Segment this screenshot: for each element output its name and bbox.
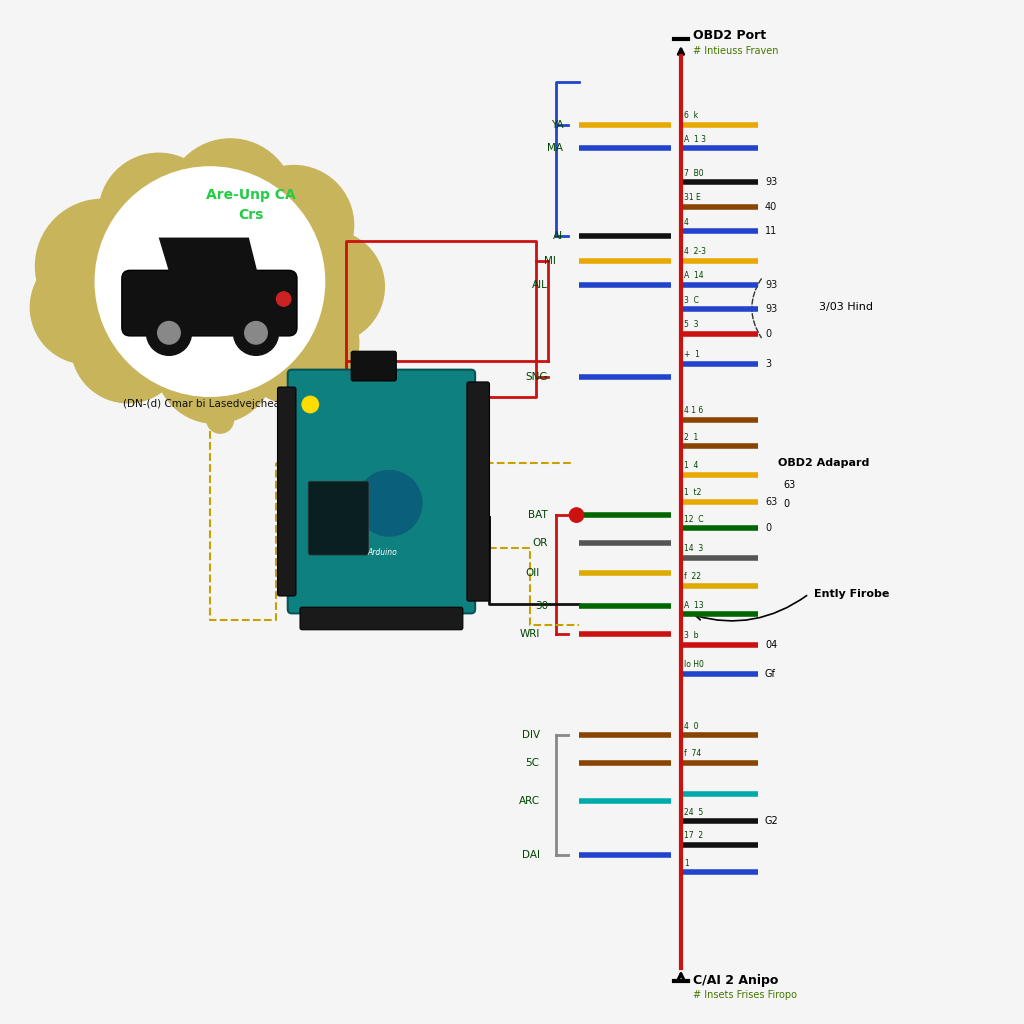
- Circle shape: [95, 167, 325, 396]
- Text: Ently Firobe: Ently Firobe: [814, 589, 890, 599]
- Circle shape: [236, 282, 358, 404]
- Text: WRI: WRI: [519, 629, 540, 639]
- Text: 93: 93: [765, 280, 777, 290]
- Text: A  1 3: A 1 3: [684, 135, 706, 143]
- Text: 5  3: 5 3: [684, 321, 698, 329]
- FancyBboxPatch shape: [308, 481, 369, 555]
- FancyBboxPatch shape: [351, 351, 396, 381]
- Text: 63: 63: [783, 480, 796, 490]
- Text: C/AI 2 Anipo: C/AI 2 Anipo: [693, 975, 778, 987]
- Text: YA: YA: [551, 120, 563, 130]
- Text: 31 E: 31 E: [684, 194, 700, 202]
- Text: MA: MA: [547, 143, 563, 154]
- Text: 63: 63: [765, 497, 777, 507]
- Circle shape: [302, 396, 318, 413]
- Circle shape: [167, 139, 294, 266]
- Circle shape: [158, 322, 180, 344]
- Text: OBD2 Port: OBD2 Port: [693, 30, 766, 42]
- Circle shape: [245, 322, 267, 344]
- Text: 93: 93: [765, 304, 777, 314]
- Text: 11: 11: [765, 226, 777, 237]
- Text: BAT: BAT: [528, 510, 548, 520]
- Text: 7  B0: 7 B0: [684, 169, 703, 177]
- Polygon shape: [159, 238, 259, 279]
- Text: 17  2: 17 2: [684, 831, 703, 840]
- Text: # Intieuss Fraven: # Intieuss Fraven: [693, 46, 778, 56]
- Circle shape: [356, 470, 422, 537]
- Text: SNG: SNG: [525, 372, 548, 382]
- Text: 2  1: 2 1: [684, 433, 698, 441]
- Text: 5C: 5C: [525, 758, 540, 768]
- Text: 4: 4: [684, 218, 689, 226]
- Text: 30: 30: [535, 601, 548, 611]
- Circle shape: [276, 292, 291, 306]
- Text: 0: 0: [765, 523, 771, 534]
- Circle shape: [569, 508, 584, 522]
- Text: lo H0: lo H0: [684, 660, 703, 669]
- Text: OR: OR: [532, 538, 548, 548]
- Circle shape: [234, 166, 353, 285]
- Text: 12  C: 12 C: [684, 515, 703, 523]
- Text: 1  t2: 1 t2: [684, 488, 701, 497]
- Text: 93: 93: [765, 177, 777, 187]
- Circle shape: [99, 154, 218, 272]
- Text: AI: AI: [553, 230, 563, 241]
- Text: Are-Unp CA
Crs: Are-Unp CA Crs: [206, 188, 296, 221]
- Circle shape: [31, 251, 143, 364]
- Text: 3  b: 3 b: [684, 632, 698, 640]
- FancyBboxPatch shape: [300, 607, 463, 630]
- Text: OBD2 Adapard: OBD2 Adapard: [778, 458, 869, 468]
- Text: 04: 04: [765, 640, 777, 650]
- Text: (DN-(d) Cmar bi Lasedvejchea C2: (DN-(d) Cmar bi Lasedvejchea C2: [123, 399, 297, 410]
- FancyBboxPatch shape: [122, 270, 297, 336]
- Text: # Insets Frises Firopo: # Insets Frises Firopo: [693, 990, 798, 1000]
- Text: 1  4: 1 4: [684, 462, 698, 470]
- Text: A  14: A 14: [684, 271, 703, 280]
- Text: 0: 0: [783, 499, 790, 509]
- Circle shape: [233, 310, 279, 355]
- Text: Arduino: Arduino: [367, 549, 397, 557]
- Text: 3  C: 3 C: [684, 296, 699, 304]
- Circle shape: [36, 200, 169, 333]
- FancyBboxPatch shape: [467, 382, 489, 601]
- FancyBboxPatch shape: [288, 370, 475, 613]
- Text: 1: 1: [684, 859, 689, 867]
- Text: 4  0: 4 0: [684, 722, 698, 730]
- Text: 40: 40: [765, 202, 777, 212]
- Text: 3: 3: [765, 358, 771, 369]
- Text: f  22: f 22: [684, 572, 701, 581]
- Text: OII: OII: [525, 568, 540, 579]
- Text: A  13: A 13: [684, 601, 703, 609]
- Circle shape: [207, 407, 233, 433]
- Text: 4  2-3: 4 2-3: [684, 248, 706, 256]
- FancyBboxPatch shape: [278, 387, 296, 596]
- Text: ARC: ARC: [518, 796, 540, 806]
- Text: 6  k: 6 k: [684, 112, 698, 120]
- Text: +  1: + 1: [684, 350, 700, 358]
- Text: 14  3: 14 3: [684, 545, 703, 553]
- Text: 4 1 6: 4 1 6: [684, 407, 703, 415]
- Circle shape: [72, 290, 184, 402]
- Circle shape: [156, 304, 274, 423]
- Text: 3/03 Hind: 3/03 Hind: [819, 302, 873, 312]
- Circle shape: [215, 369, 256, 410]
- Circle shape: [146, 310, 191, 355]
- Text: AIL: AIL: [531, 280, 548, 290]
- Text: MI: MI: [544, 256, 556, 266]
- Text: Gf: Gf: [765, 669, 776, 679]
- Circle shape: [271, 230, 384, 343]
- Text: 0: 0: [765, 329, 771, 339]
- Text: G2: G2: [765, 816, 778, 826]
- Text: f  74: f 74: [684, 750, 701, 758]
- Text: DAI: DAI: [521, 850, 540, 860]
- Text: DIV: DIV: [521, 730, 540, 740]
- Text: 24  5: 24 5: [684, 808, 703, 816]
